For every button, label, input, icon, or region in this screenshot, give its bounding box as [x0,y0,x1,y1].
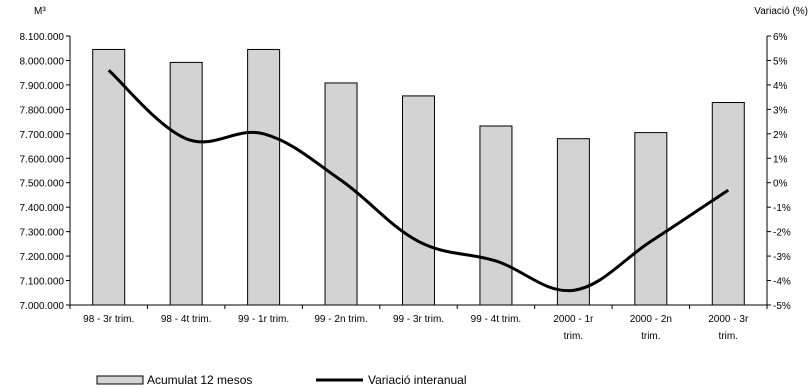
left-tick-label: 7.900.000 [20,81,65,92]
bar [169,61,203,306]
left-tick-label: 7.600.000 [20,154,65,165]
x-tick-label: 2000 - 1r trim. [553,314,594,342]
left-tick-label: 7.700.000 [20,130,65,141]
bar [324,82,358,306]
x-tick-label: 99 - 1r trim. [238,314,289,325]
left-tick-label: 7.200.000 [20,252,65,263]
bar [711,102,745,306]
right-tick-label: 3% [773,105,788,116]
x-tick-label: 98 - 4t trim. [161,314,212,325]
right-tick-label: 4% [773,81,788,92]
bar [247,48,281,306]
right-tick-label: 0% [773,179,788,190]
left-tick-label: 8.000.000 [20,56,65,67]
left-tick-label: 7.400.000 [20,203,65,214]
bar [402,95,435,306]
left-axis-unit: M³ [34,6,46,17]
x-tick-label: 99 - 2n trim. [314,314,367,325]
variation-line [107,69,730,293]
bar [92,48,126,306]
legend-line-label: Variació interanual [368,373,467,387]
bar [634,132,668,306]
left-tick-label: 7.100.000 [20,277,65,288]
right-tick-label: 5% [773,56,788,67]
left-tick-label: 7.800.000 [20,105,65,116]
right-tick-label: 6% [773,32,788,43]
left-tick-label: 7.300.000 [20,228,65,239]
right-tick-label: 1% [773,154,788,165]
x-tick-label: 2000 - 3r trim. [708,314,749,342]
x-tick-label: 98 - 3r trim. [83,314,134,325]
right-tick-label: -5% [773,301,791,312]
bar [479,125,513,306]
right-tick-label: -3% [773,252,791,263]
right-axis-unit: Variació (%) [754,6,808,17]
right-tick-label: 2% [773,130,788,141]
left-tick-label: 7.000.000 [20,301,65,312]
left-tick-label: 7.500.000 [20,179,65,190]
left-tick-label: 8.100.000 [20,32,65,43]
right-tick-label: -4% [773,277,791,288]
x-tick-label: 99 - 4t trim. [471,314,522,325]
x-tick-label: 2000 - 2n trim. [630,314,672,342]
legend-bar-label: Acumulat 12 mesos [147,373,252,387]
legend-bar-swatch [96,375,144,385]
bar [556,138,590,306]
x-tick-label: 99 - 3r trim. [393,314,444,325]
right-tick-label: -1% [773,203,791,214]
right-tick-label: -2% [773,228,791,239]
